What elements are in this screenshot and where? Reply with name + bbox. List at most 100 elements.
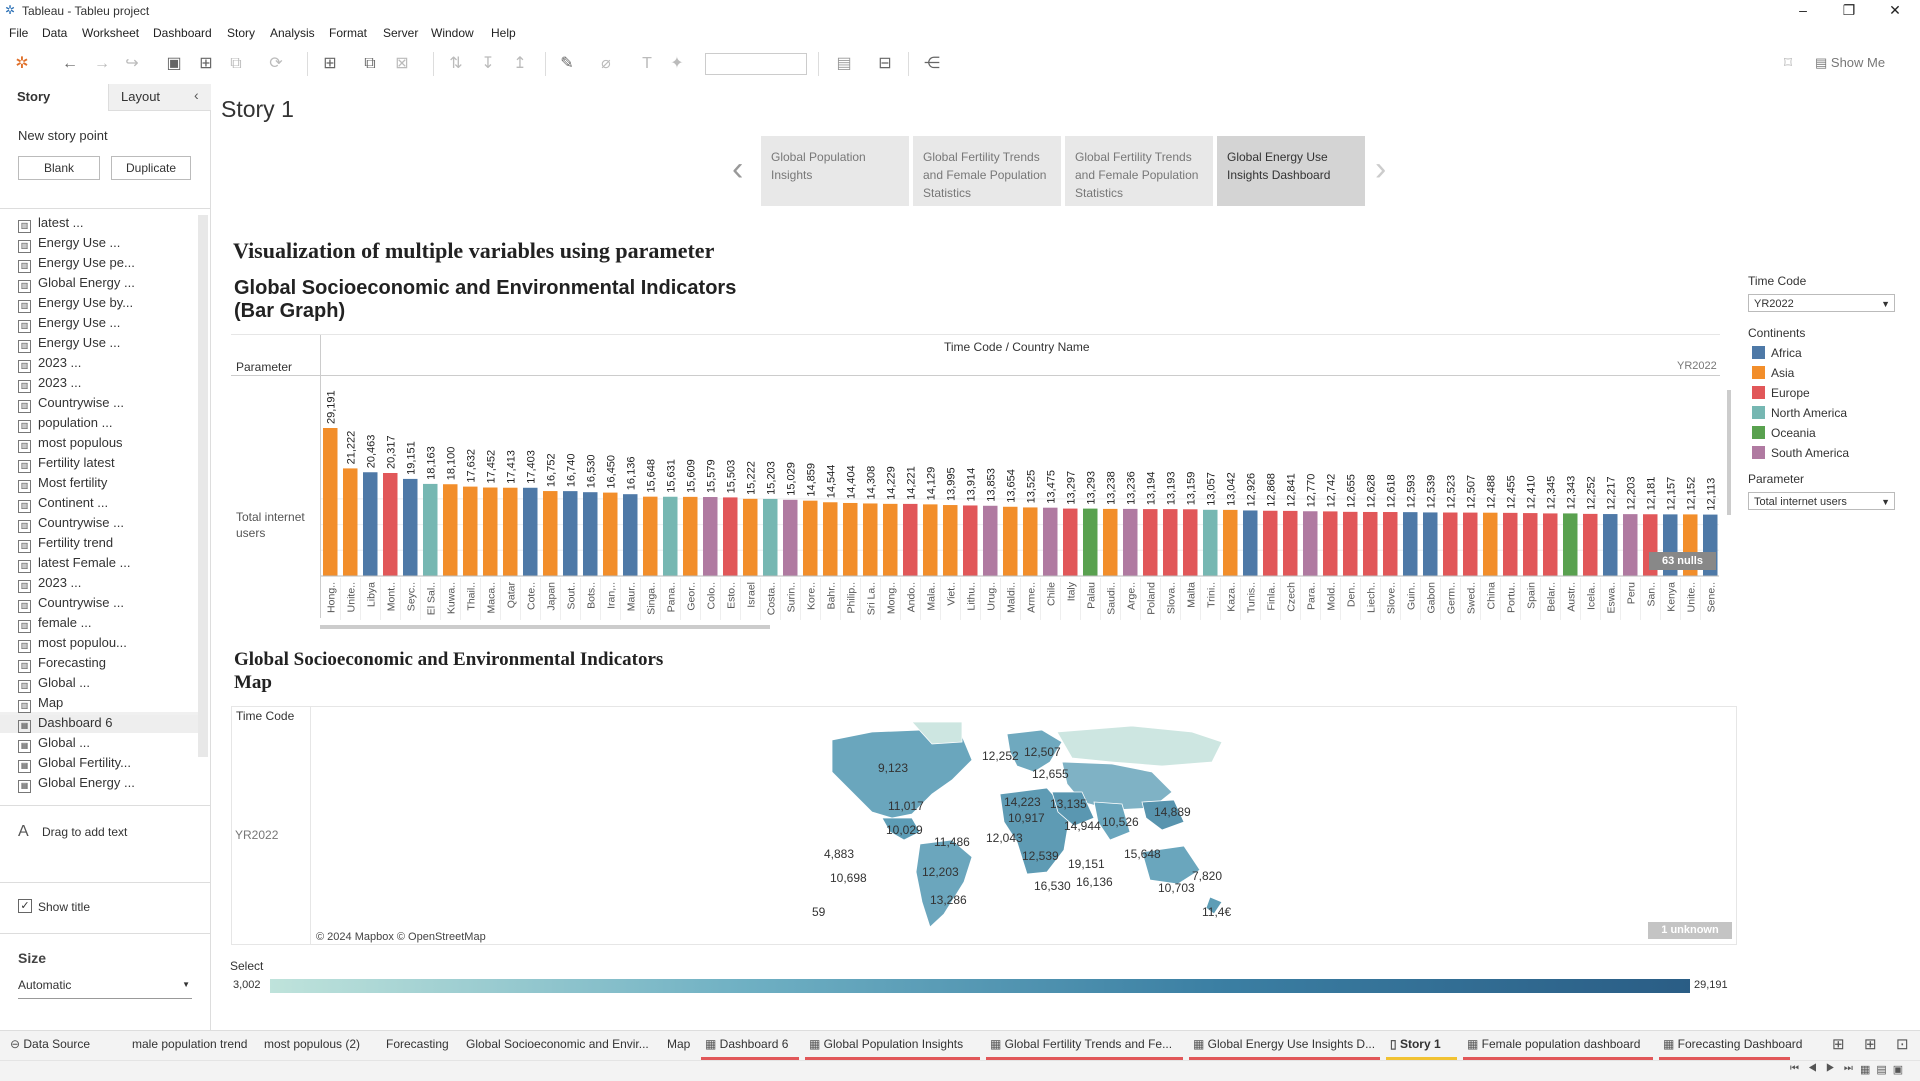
sheet-list-item[interactable]: ▥ Global ... — [18, 675, 90, 693]
bar[interactable] — [483, 487, 498, 576]
sheet-list-item[interactable]: ▦ Global Fertility... — [18, 755, 131, 773]
label-icon[interactable]: T — [642, 55, 652, 72]
bar[interactable] — [1623, 514, 1638, 576]
group-icon[interactable]: ⌀ — [601, 55, 611, 72]
bar[interactable] — [763, 498, 778, 576]
bar[interactable] — [923, 504, 938, 576]
bar[interactable] — [1603, 514, 1618, 576]
nulls-badge[interactable]: 63 nulls — [1649, 552, 1716, 570]
bar[interactable] — [1063, 508, 1078, 576]
bar[interactable] — [1463, 512, 1478, 576]
pin-icon[interactable]: ✦ — [670, 55, 684, 72]
bar[interactable] — [1203, 509, 1218, 576]
redo-icon[interactable]: → — [94, 55, 110, 72]
sheet-tab[interactable]: ▦ Global Population Insights — [809, 1037, 964, 1051]
sheet-list-scrollbar[interactable] — [198, 215, 208, 757]
sheet-list-item[interactable]: ▥ Continent ... — [18, 495, 108, 513]
size-dropdown[interactable]: Automatic ▼ — [18, 978, 192, 999]
story-next-icon[interactable]: › — [1375, 150, 1387, 188]
bar[interactable] — [1143, 509, 1158, 576]
bar[interactable] — [983, 505, 998, 576]
bar[interactable] — [1443, 512, 1458, 576]
bar[interactable] — [863, 503, 878, 576]
bar[interactable] — [1523, 513, 1538, 576]
sheet-list-item[interactable]: ▥ Map — [18, 695, 63, 713]
bar[interactable] — [543, 491, 558, 576]
bar[interactable] — [783, 499, 798, 576]
bar[interactable] — [403, 478, 418, 576]
bar[interactable] — [323, 428, 338, 576]
sheet-list-item[interactable]: ▥ Energy Use pe... — [18, 255, 135, 273]
close-icon[interactable]: ✕ — [1889, 2, 1901, 18]
story-point-1[interactable]: Global Population Insights — [761, 136, 909, 206]
sheet-list-item[interactable]: ▥ Fertility latest — [18, 455, 115, 473]
bar[interactable] — [1323, 511, 1338, 576]
maximize-icon[interactable]: ❐ — [1842, 2, 1856, 18]
sheet-tab[interactable]: ▦ Female population dashboard — [1467, 1037, 1641, 1051]
menu-data[interactable]: Data — [42, 26, 68, 40]
bar[interactable] — [1403, 512, 1418, 576]
sheet-list-item[interactable]: ▥ latest Female ... — [18, 555, 130, 573]
menu-worksheet[interactable]: Worksheet — [82, 26, 140, 40]
bar[interactable] — [1103, 508, 1118, 576]
unknown-badge[interactable]: 1 unknown — [1648, 922, 1732, 939]
bar[interactable] — [843, 502, 858, 576]
sheet-tab[interactable]: Map — [667, 1037, 691, 1051]
sheet-list-item[interactable]: ▦ Global ... — [18, 735, 90, 753]
replay-icon[interactable]: ↪ — [125, 55, 139, 72]
bar[interactable] — [883, 503, 898, 576]
bar[interactable] — [503, 487, 518, 576]
bar[interactable] — [1043, 507, 1058, 576]
menu-file[interactable]: File — [9, 26, 29, 40]
bar-chart-hscrollbar[interactable] — [320, 625, 770, 629]
bar[interactable] — [1003, 506, 1018, 576]
bar[interactable] — [523, 487, 538, 576]
bar[interactable] — [1583, 513, 1598, 576]
world-map[interactable]: 9,123 12,252 12,507 12,655 11,017 14,223 13,13… — [812, 722, 1237, 938]
time-code-dropdown[interactable]: YR2022 ▼ — [1748, 294, 1895, 312]
sheet-list-item[interactable]: ▥ Most fertility — [18, 475, 107, 493]
bar[interactable] — [1283, 510, 1298, 576]
sheet-list-item[interactable]: ▥ latest ... — [18, 215, 84, 233]
tooltip-icon[interactable]: ⌑ — [1783, 55, 1793, 72]
sheet-tab[interactable]: male population trend — [132, 1037, 248, 1051]
bar[interactable] — [583, 492, 598, 576]
bar[interactable] — [1563, 513, 1578, 576]
tab-story-1-active[interactable]: ▯ Story 1 — [1390, 1037, 1441, 1051]
bar[interactable] — [1183, 509, 1198, 576]
highlight-icon[interactable]: ✎ — [560, 55, 574, 72]
bar[interactable] — [463, 486, 478, 576]
bar[interactable] — [1263, 510, 1278, 576]
sheet-tab[interactable]: ▦ Dashboard 6 — [705, 1037, 789, 1051]
bar[interactable] — [803, 500, 818, 576]
legend-item[interactable]: Oceania — [1752, 426, 1816, 440]
presentation-mode-icon[interactable]: ⊟ — [878, 55, 892, 72]
sheet-list-item[interactable]: ▥ most populous — [18, 435, 123, 453]
sheet-navigation-icons[interactable]: ⏮◀▶⏭ — [1790, 1063, 1862, 1074]
menu-window[interactable]: Window — [431, 26, 474, 40]
sheet-list-item[interactable]: ▦ Global Energy ... — [18, 775, 135, 793]
bar[interactable] — [623, 494, 638, 576]
save-icon[interactable]: ▣ — [166, 55, 182, 72]
legend-item[interactable]: Asia — [1752, 366, 1794, 380]
tab-story[interactable]: Story — [0, 84, 108, 112]
bar[interactable] — [563, 491, 578, 576]
sheet-tab[interactable]: ⊖ Data Source — [10, 1037, 91, 1051]
collapse-icon[interactable]: ‹ — [194, 87, 199, 103]
show-title-checkbox[interactable]: ✓ — [18, 899, 32, 913]
blank-button[interactable]: Blank — [18, 156, 100, 180]
sheet-list-item[interactable]: ▥ Energy Use ... — [18, 235, 120, 253]
legend-item[interactable]: Africa — [1752, 346, 1802, 360]
minimize-icon[interactable]: – — [1799, 2, 1807, 18]
sheet-tab[interactable]: Forecasting — [386, 1037, 449, 1051]
menu-format[interactable]: Format — [329, 26, 368, 40]
bar[interactable] — [1343, 511, 1358, 576]
sheet-list-item[interactable]: ▦ Dashboard 6 — [0, 715, 198, 733]
parameter-dropdown[interactable]: Total internet users ▼ — [1748, 492, 1895, 510]
bar[interactable] — [683, 496, 698, 576]
bar[interactable] — [1503, 512, 1518, 576]
bar[interactable] — [643, 496, 658, 576]
menu-story[interactable]: Story — [227, 26, 256, 40]
bar[interactable] — [1123, 508, 1138, 576]
clear-sheet-icon[interactable]: ⊠ — [395, 55, 409, 72]
